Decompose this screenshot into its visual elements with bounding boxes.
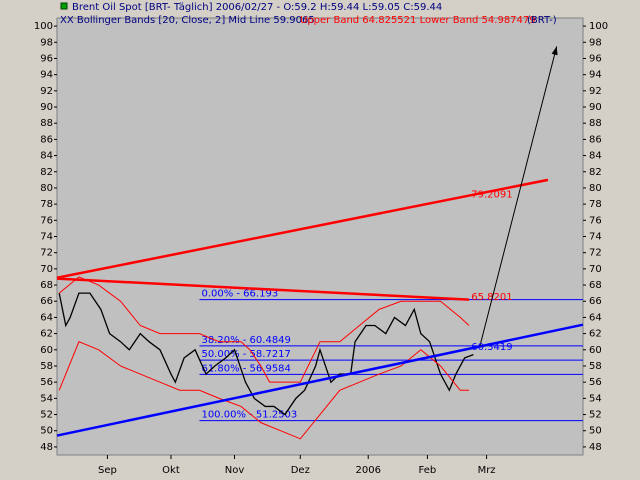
y-tick-label: 78 [40,199,53,210]
y-tick-label: 98 [40,37,53,48]
x-tick-label: Dez [291,465,310,476]
y-tick-label: 96 [589,53,602,64]
y-tick-label: 82 [589,167,602,178]
x-tick-label: Nov [225,465,245,476]
y-tick-label: 84 [40,151,53,162]
trendline [479,46,558,346]
y-tick-label: 60 [589,345,602,356]
y-tick-label: 82 [40,167,53,178]
band-line [58,341,470,440]
y-tick-label: 90 [589,102,602,113]
y-tick-label: 88 [40,118,53,129]
y-tick-label: 62 [40,329,53,340]
price-line [58,292,474,416]
instrument-header: Brent Oil Spot [BRT- Täglich] 2006/02/27… [72,2,442,13]
y-tick-label: 52 [40,410,53,421]
y-tick-label: 72 [40,248,53,259]
y-tick-label: 100 [34,21,53,32]
y-tick-label: 100 [589,21,608,32]
y-tick-label: 64 [589,312,602,323]
y-tick-label: 54 [589,393,602,404]
y-tick-label: 68 [40,280,53,291]
y-tick-label: 70 [589,264,602,275]
y-tick-label: 80 [40,183,53,194]
y-tick-label: 92 [40,86,53,97]
x-tick-label: Okt [162,465,180,476]
y-tick-label: 94 [589,70,602,81]
x-tick-label: Sep [98,465,117,476]
arrow-head [551,46,558,56]
y-tick-label: 68 [589,280,602,291]
y-tick-label: 74 [589,232,602,243]
y-tick-label: 70 [40,264,53,275]
plot-area [56,17,584,456]
band-line [58,276,470,383]
symbol-header: (BRT-) [527,15,557,26]
bands-header: Upper Band 64.825521 Lower Band 54.98747… [300,15,536,26]
y-tick-label: 86 [589,134,602,145]
trendline-label: 79.2091 [471,189,512,200]
y-tick-label: 60 [40,345,53,356]
y-tick-label: 76 [589,215,602,226]
y-tick-label: 56 [589,377,602,388]
fib-label: 100.00% - 51.2503 [201,410,297,421]
y-tick-label: 54 [40,393,53,404]
y-tick-label: 96 [40,53,53,64]
y-tick-label: 92 [589,86,602,97]
y-tick-label: 48 [589,442,602,453]
y-tick-label: 94 [40,70,53,81]
trendline [56,277,470,301]
trendline-label: 60.3419 [471,342,512,353]
fib-label: 61.80% - 56.9584 [201,363,290,374]
trendline [56,178,549,279]
x-tick-label: Feb [419,465,437,476]
y-tick-label: 86 [40,134,53,145]
y-tick-label: 80 [589,183,602,194]
indicator-header: XX Bollinger Bands [20, Close, 2] Mid Li… [60,15,315,26]
y-tick-label: 72 [589,248,602,259]
fib-label: 0.00% - 66.193 [201,289,278,300]
series-icon [60,2,68,10]
trendline [56,323,584,437]
y-tick-label: 58 [589,361,602,372]
y-tick-label: 64 [40,312,53,323]
y-tick-label: 88 [589,118,602,129]
y-tick-label: 56 [40,377,53,388]
y-tick-label: 76 [40,215,53,226]
y-tick-label: 50 [40,426,53,437]
y-tick-label: 66 [589,296,602,307]
y-tick-label: 62 [589,329,602,340]
fib-label: 50.00% - 58.7217 [201,349,290,360]
fib-label: 38.20% - 60.4849 [201,335,290,346]
y-tick-label: 78 [589,199,602,210]
y-tick-label: 50 [589,426,602,437]
y-tick-label: 98 [589,37,602,48]
y-tick-label: 58 [40,361,53,372]
x-tick-label: 2006 [355,465,380,476]
y-tick-label: 90 [40,102,53,113]
y-tick-label: 52 [589,410,602,421]
y-tick-label: 74 [40,232,53,243]
y-tick-label: 48 [40,442,53,453]
y-tick-label: 84 [589,151,602,162]
y-tick-label: 66 [40,296,53,307]
x-tick-label: Mrz [478,465,496,476]
